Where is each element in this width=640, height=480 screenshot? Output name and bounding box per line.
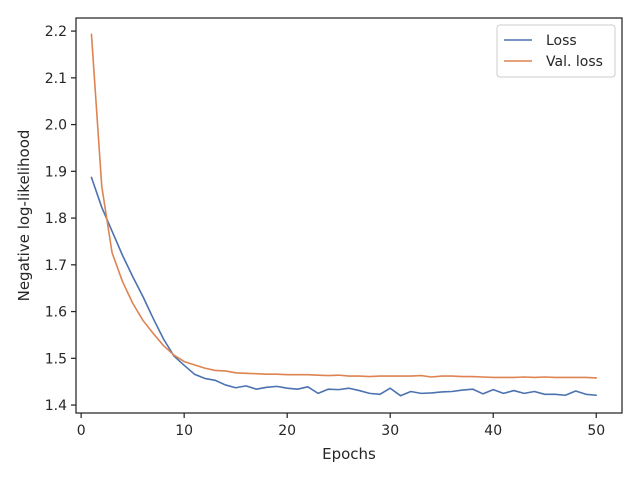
x-tick-label: 10: [175, 423, 193, 439]
x-tick-label: 20: [278, 423, 296, 439]
x-axis-label: Epochs: [322, 445, 376, 463]
legend-label-loss: Loss: [546, 33, 577, 49]
y-tick-label: 2.0: [45, 118, 67, 134]
plot-frame: [75, 17, 623, 414]
x-tick-label: 0: [77, 423, 86, 439]
y-tick-label: 1.6: [45, 305, 67, 321]
y-axis-label: Negative log-likelihood: [15, 130, 33, 302]
y-tick-label: 1.4: [45, 398, 67, 414]
y-tick-label: 1.7: [45, 258, 67, 274]
y-tick-label: 2.1: [45, 71, 67, 87]
legend: Loss Val. loss: [496, 24, 616, 78]
ticks-layer: 0 10 20 30 40 50 1.4 1.5 1.6 1.7 1.8 1.9 2.0 2.1 2.2: [45, 24, 605, 439]
series-line-val-loss: [90, 33, 598, 379]
y-tick-label: 1.8: [45, 211, 67, 227]
x-tick-label: 40: [484, 423, 502, 439]
legend-box: [496, 24, 616, 78]
x-tick-label: 30: [381, 423, 399, 439]
series-layer: [90, 33, 598, 397]
y-tick-label: 1.9: [45, 164, 67, 180]
legend-label-val-loss: Val. loss: [546, 54, 603, 70]
y-tick-label: 1.5: [45, 351, 67, 367]
x-tick-label: 50: [587, 423, 605, 439]
y-tick-label: 2.2: [45, 24, 67, 40]
series-line-loss: [90, 176, 598, 397]
